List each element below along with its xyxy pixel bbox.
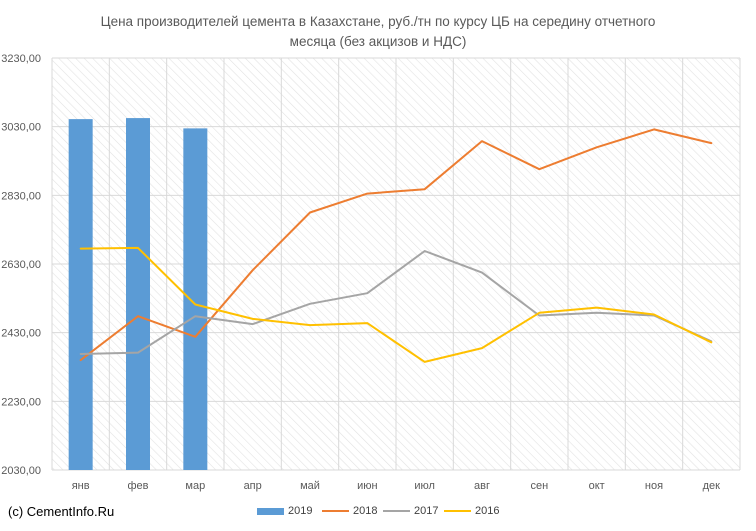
- legend-label: 2017: [414, 505, 439, 517]
- x-tick-label: май: [300, 480, 320, 492]
- x-tick-label: апр: [244, 480, 262, 492]
- legend-swatch: [444, 510, 471, 512]
- x-tick-label: фев: [127, 480, 148, 492]
- y-tick-label: 2430,00: [1, 328, 41, 340]
- x-tick-label: ноя: [645, 480, 663, 492]
- y-tick-label: 3030,00: [1, 122, 41, 134]
- credit-text: (c) CementInfo.Ru: [8, 504, 115, 519]
- legend-swatch: [257, 507, 284, 515]
- bar-2019-янв: [68, 119, 93, 470]
- x-tick-label: янв: [72, 480, 90, 492]
- line-series-2016: [79, 246, 713, 363]
- y-tick-label: 3230,00: [1, 53, 41, 65]
- legend-swatch: [322, 510, 349, 512]
- x-tick-label: авг: [474, 480, 490, 492]
- x-tick-label: дек: [703, 480, 721, 492]
- x-tick-label: мар: [185, 480, 205, 492]
- line-series-2017: [79, 250, 713, 355]
- y-tick-label: 2830,00: [1, 190, 41, 202]
- legend-item-2017: 2017: [383, 505, 438, 517]
- chart-title-line-2: месяца (без акцизов и НДС): [289, 34, 467, 49]
- legend-item-2016: 2016: [444, 505, 499, 517]
- x-tick-label: июн: [357, 480, 377, 492]
- bar-2019-фев: [126, 118, 150, 470]
- y-tick-label: 2630,00: [1, 259, 41, 271]
- legend-item-2018: 2018: [322, 505, 377, 517]
- y-tick-label: 2030,00: [1, 465, 41, 477]
- legend-item-2019: 2019: [257, 505, 312, 517]
- y-tick-label: 2230,00: [1, 396, 41, 408]
- bar-2019-мар: [183, 128, 208, 470]
- x-tick-label: июл: [414, 480, 435, 492]
- legend-label: 2016: [475, 505, 500, 517]
- x-tick-label: окт: [589, 480, 605, 492]
- chart-legend: 2019 2018 2017 2016: [0, 505, 756, 521]
- x-tick-label: сен: [530, 480, 548, 492]
- chart-title-line-1: Цена производителей цемента в Казахстане…: [100, 14, 656, 29]
- line-series-2018: [79, 128, 713, 362]
- legend-label: 2019: [288, 505, 313, 517]
- legend-label: 2018: [353, 505, 378, 517]
- legend-swatch: [383, 510, 410, 512]
